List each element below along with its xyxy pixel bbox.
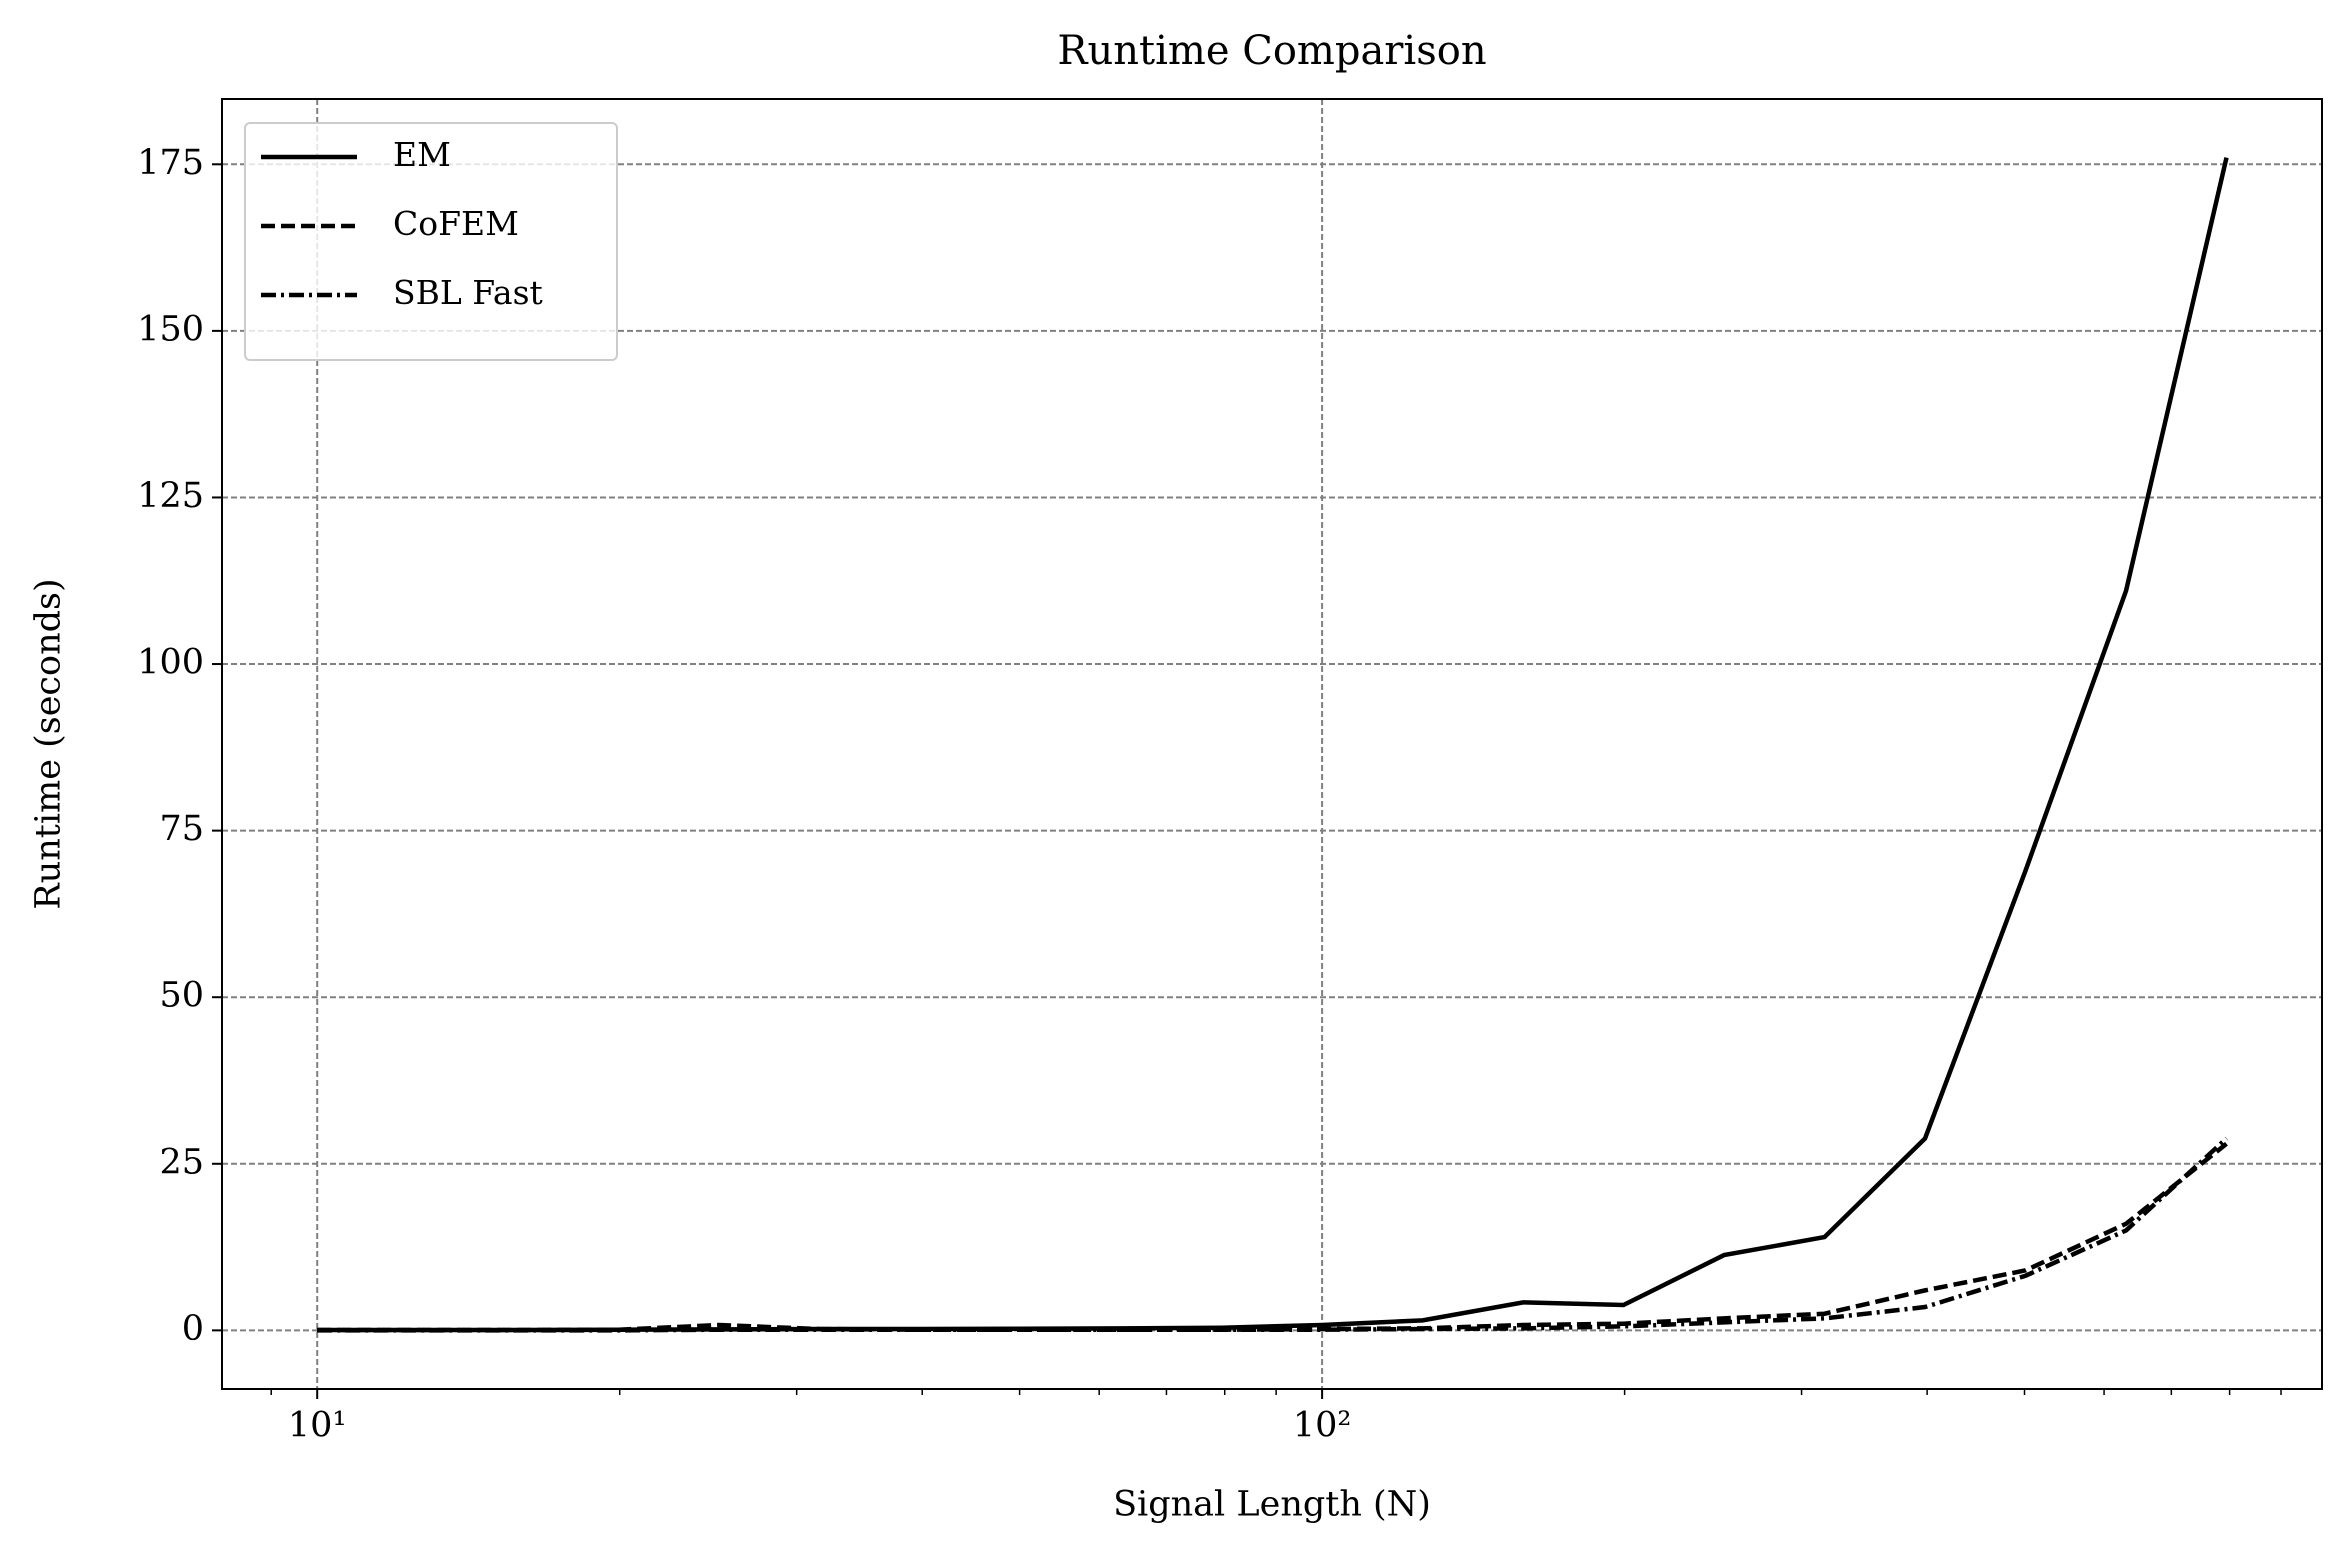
- x-axis-label: Signal Length (N): [1113, 1485, 1431, 1525]
- y-tick-label: 175: [137, 143, 204, 183]
- legend-label: EM: [393, 135, 451, 174]
- y-tick-label: 125: [137, 476, 204, 516]
- x-tick-label: 10¹: [288, 1406, 347, 1446]
- line-series: [317, 1142, 2228, 1333]
- legend: EM CoFEM SBL Fast: [244, 122, 618, 361]
- chart-title: Runtime Comparison: [1057, 28, 1486, 74]
- y-tick-label: 100: [137, 643, 204, 683]
- legend-label: SBL Fast: [393, 273, 543, 312]
- y-tick-label: 25: [159, 1142, 204, 1182]
- legend-box: [244, 122, 618, 361]
- legend-label: CoFEM: [393, 204, 519, 243]
- y-tick-label: 50: [159, 976, 204, 1016]
- x-tick-label: 10²: [1293, 1406, 1352, 1446]
- line-series: [317, 1136, 2229, 1333]
- y-tick-label: 75: [159, 809, 204, 849]
- plot-frame: [221, 98, 2323, 1390]
- y-axis-label: Runtime (seconds): [29, 578, 69, 909]
- y-tick-label: 0: [182, 1309, 204, 1349]
- y-tick-label: 150: [137, 309, 204, 349]
